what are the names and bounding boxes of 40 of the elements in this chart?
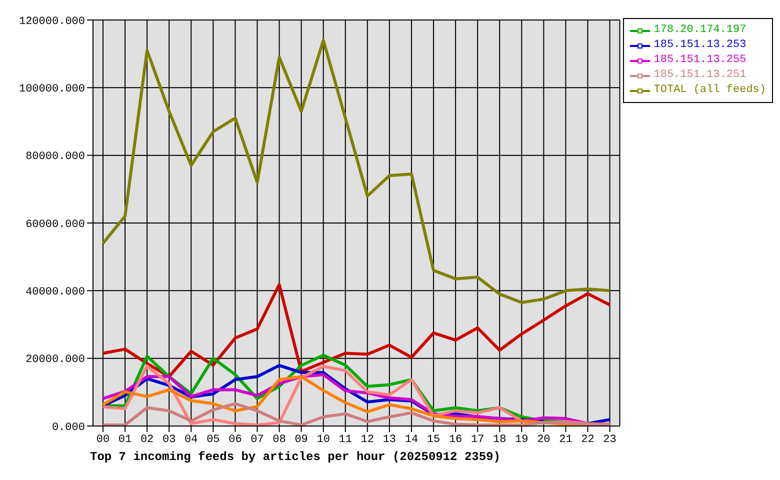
x-tick-label: 13: [382, 434, 396, 446]
line-series: [102, 38, 612, 304]
x-tick-label: 05: [206, 434, 220, 446]
line-series: [102, 402, 612, 426]
x-tick-label: 07: [250, 434, 264, 446]
x-tick-label: 09: [294, 434, 308, 446]
x-tick-label: 12: [360, 434, 374, 446]
x-tick-label: 08: [272, 434, 286, 446]
x-tick-label: 22: [581, 434, 594, 446]
x-tick-label: 21: [559, 434, 573, 446]
x-tick-label: 02: [140, 434, 154, 446]
x-tick-label: 14: [404, 434, 418, 446]
x-tick-label: 10: [316, 434, 330, 446]
legend-label: 185.151.13.255: [654, 53, 746, 68]
y-tick-label: 120000.000: [18, 16, 85, 28]
y-tick-label: 60000.000: [26, 218, 85, 231]
x-tick-label: 11: [338, 434, 352, 446]
y-tick-label: 100000.000: [18, 84, 85, 96]
x-tick-label: 23: [603, 434, 616, 446]
legend-label: 185.151.13.251: [654, 68, 746, 83]
x-tick-label: 19: [515, 434, 528, 446]
x-tick-label: 03: [162, 434, 176, 446]
y-tick-label: 0.000: [52, 422, 85, 434]
x-tick-label: 20: [537, 434, 550, 446]
x-tick-label: 16: [448, 434, 462, 446]
x-tick-label: 15: [426, 434, 440, 446]
y-tick-label: 80000.000: [26, 151, 85, 164]
legend-label: 178.20.174.197: [654, 23, 746, 38]
y-tick-label: 20000.000: [26, 354, 85, 366]
x-tick-label: 04: [184, 434, 198, 446]
line-series: [102, 283, 612, 378]
legend-label: TOTAL (all feeds): [654, 83, 766, 98]
x-tick-label: 06: [228, 434, 242, 446]
legend-label: 185.151.13.253: [654, 38, 746, 53]
x-tick-label: 18: [493, 434, 506, 446]
x-tick-label: 01: [118, 434, 132, 446]
x-tick-label: 17: [470, 434, 484, 446]
x-tick-label: 00: [96, 434, 110, 446]
text: Top 7 incoming feeds by articles per hour (20250912 2359): [90, 450, 500, 464]
y-tick-label: 40000.000: [26, 286, 85, 299]
